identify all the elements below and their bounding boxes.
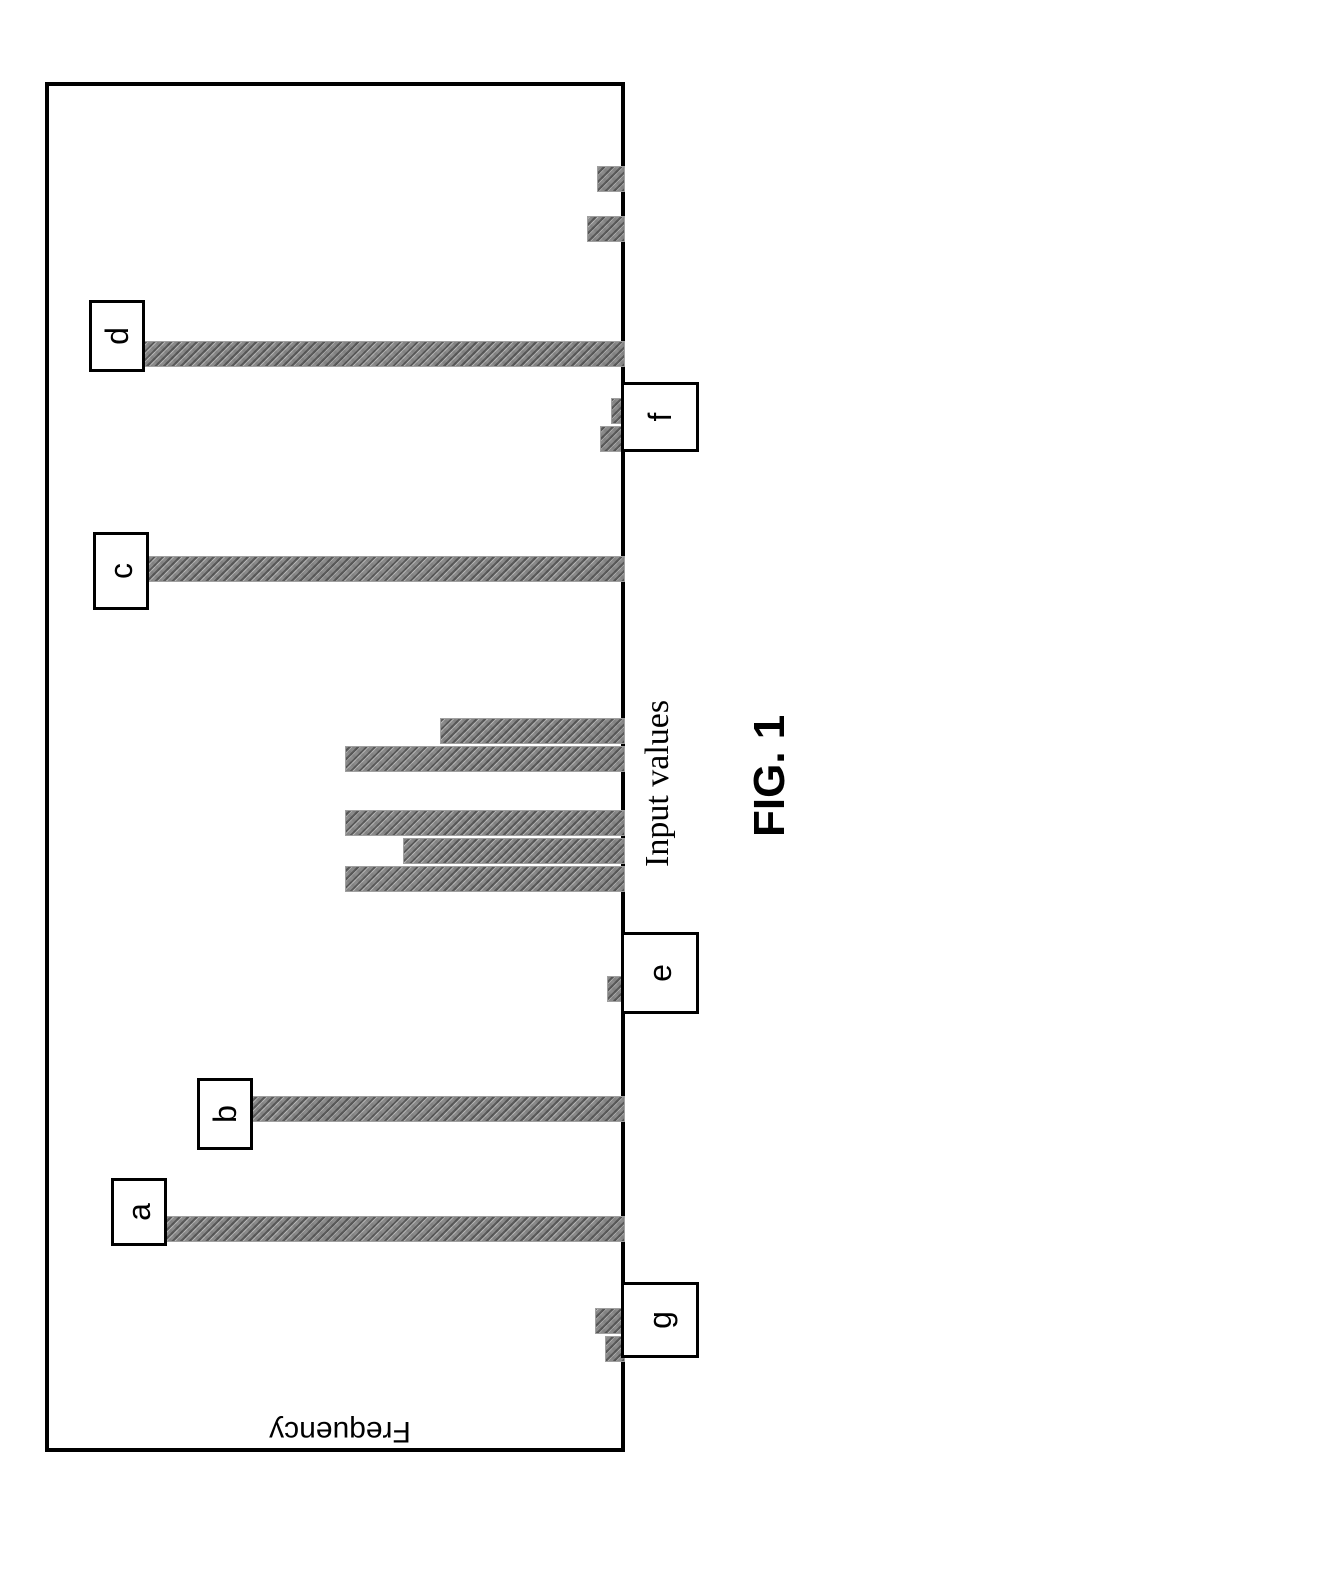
histogram-bar <box>105 556 625 582</box>
histogram-bar <box>403 838 625 864</box>
x-axis-label: Input values <box>639 700 677 867</box>
chart-frame: Frequency Input values abcdefg FIG. 1 <box>45 60 665 1510</box>
bar-annotation-a: a <box>111 1178 167 1246</box>
bar-annotation-f: f <box>621 382 699 452</box>
histogram-bar <box>440 718 625 744</box>
histogram-bar <box>587 216 625 242</box>
bar-annotation-d: d <box>89 300 145 372</box>
histogram-bar <box>345 810 625 836</box>
histogram-bar <box>100 341 625 367</box>
histogram-bar <box>345 866 625 892</box>
bar-annotation-g: g <box>621 1282 699 1358</box>
rotated-figure-container: Frequency Input values abcdefg FIG. 1 <box>0 285 1305 1285</box>
y-axis-label: Frequency <box>269 1414 411 1448</box>
histogram-bar <box>125 1216 625 1242</box>
figure-caption: FIG. 1 <box>745 715 795 837</box>
bar-annotation-b: b <box>197 1078 253 1150</box>
bar-annotation-c: c <box>93 532 149 610</box>
histogram-bar <box>597 166 625 192</box>
bar-annotation-e: e <box>621 932 699 1014</box>
histogram-bar <box>345 746 625 772</box>
histogram-bar <box>210 1096 625 1122</box>
